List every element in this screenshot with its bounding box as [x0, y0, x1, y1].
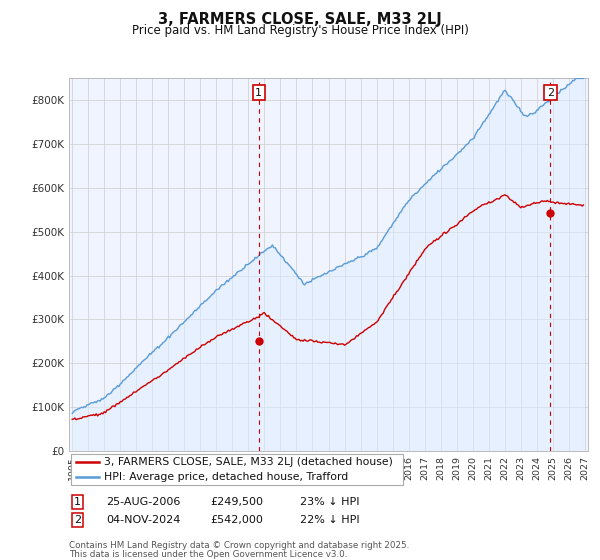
- Text: 04-NOV-2024: 04-NOV-2024: [106, 515, 181, 525]
- Text: 2: 2: [74, 515, 81, 525]
- Text: 3, FARMERS CLOSE, SALE, M33 2LJ: 3, FARMERS CLOSE, SALE, M33 2LJ: [158, 12, 442, 27]
- Text: This data is licensed under the Open Government Licence v3.0.: This data is licensed under the Open Gov…: [69, 550, 347, 559]
- Text: 1: 1: [256, 88, 262, 97]
- Text: 25-AUG-2006: 25-AUG-2006: [106, 497, 181, 507]
- Text: 23% ↓ HPI: 23% ↓ HPI: [300, 497, 359, 507]
- Text: Price paid vs. HM Land Registry's House Price Index (HPI): Price paid vs. HM Land Registry's House …: [131, 24, 469, 37]
- Text: £249,500: £249,500: [210, 497, 263, 507]
- Text: £542,000: £542,000: [210, 515, 263, 525]
- Text: 3, FARMERS CLOSE, SALE, M33 2LJ (detached house): 3, FARMERS CLOSE, SALE, M33 2LJ (detache…: [104, 457, 393, 467]
- Text: 22% ↓ HPI: 22% ↓ HPI: [300, 515, 359, 525]
- Text: Contains HM Land Registry data © Crown copyright and database right 2025.: Contains HM Land Registry data © Crown c…: [69, 542, 409, 550]
- Text: 1: 1: [74, 497, 81, 507]
- Text: 2: 2: [547, 88, 554, 97]
- FancyBboxPatch shape: [71, 454, 403, 485]
- Text: HPI: Average price, detached house, Trafford: HPI: Average price, detached house, Traf…: [104, 472, 349, 482]
